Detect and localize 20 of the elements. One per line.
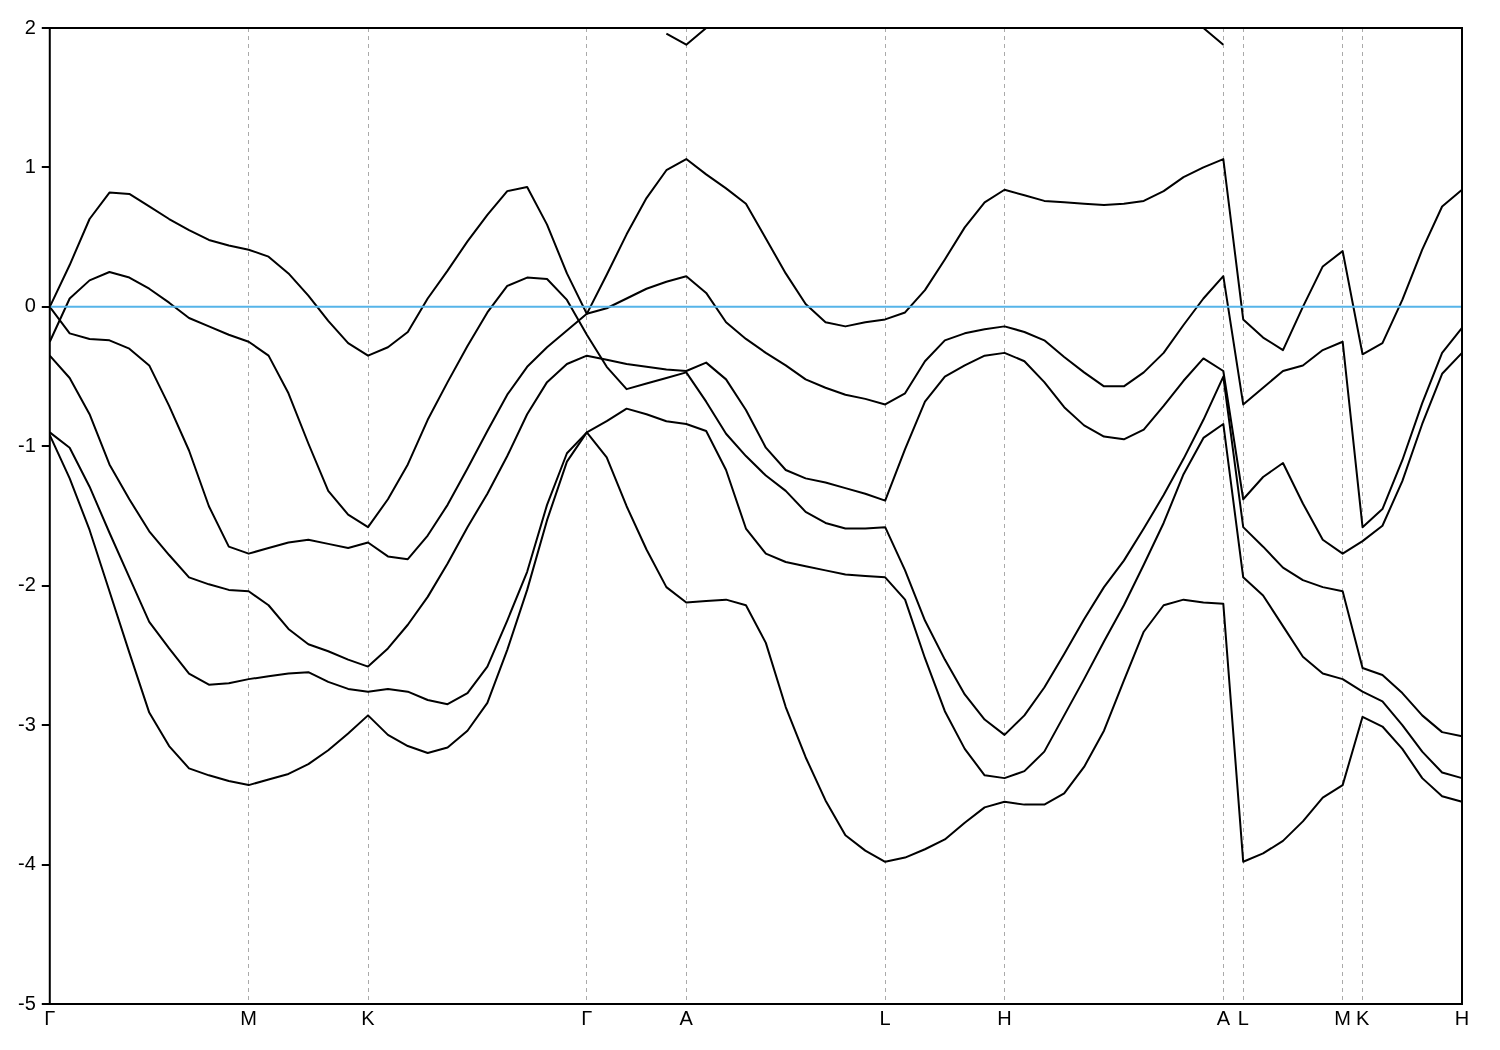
y-tick-label: -4 <box>17 852 36 875</box>
x-tick-label: Γ <box>44 1006 56 1029</box>
y-tick-label: 0 <box>24 294 36 317</box>
x-tick-label: K <box>1355 1006 1370 1029</box>
x-tick-label: K <box>361 1006 376 1029</box>
y-tick-label: -1 <box>17 433 36 456</box>
x-tick-label: M <box>240 1006 258 1029</box>
x-tick-label: M <box>1334 1006 1351 1029</box>
x-tick-label: Γ <box>581 1006 593 1029</box>
y-tick-label: 2 <box>24 15 36 38</box>
x-tick-label: L <box>1237 1006 1249 1029</box>
y-tick-label: -3 <box>17 712 36 735</box>
x-tick-label: H <box>1454 1006 1470 1029</box>
x-tick-label: H <box>997 1006 1012 1029</box>
x-tick-label: L <box>879 1006 891 1029</box>
y-tick-label: -2 <box>17 573 36 596</box>
x-tick-label: A <box>1216 1006 1231 1029</box>
y-tick-label: -5 <box>17 991 36 1014</box>
x-tick-label: A <box>679 1006 694 1029</box>
y-tick-label: 1 <box>24 154 36 177</box>
